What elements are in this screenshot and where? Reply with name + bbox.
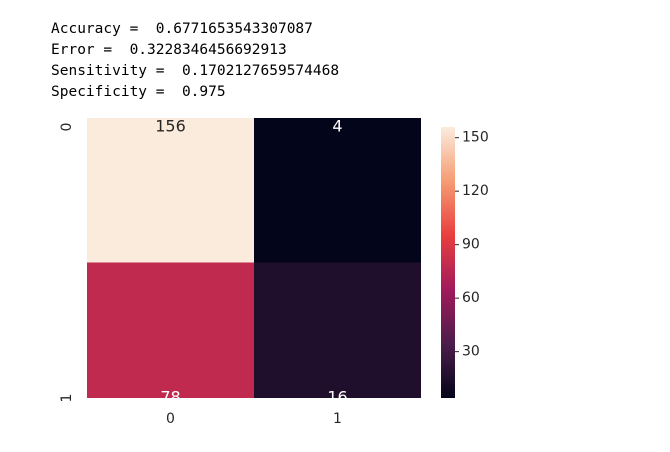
output-line: Sensitivity = 0.1702127659574468 — [51, 63, 340, 79]
x-tick-label: 0 — [166, 411, 175, 427]
heatmap-cell — [87, 118, 255, 263]
output-line: Specificity = 0.975 — [51, 84, 226, 100]
y-tick-label: 1 — [59, 394, 75, 403]
output-line: Error = 0.3228346456692913 — [51, 42, 287, 58]
cell-label: 16 — [327, 388, 347, 407]
colorbar — [441, 127, 455, 398]
text-output: Accuracy = 0.6771653543307087 Error = 0.3… — [51, 19, 339, 103]
y-tick-label: 0 — [59, 123, 75, 132]
cell-label: 156 — [155, 117, 186, 136]
colorbar-tick-label: 30 — [462, 344, 480, 360]
heatmap-cell — [87, 262, 255, 398]
cell-label: 4 — [332, 117, 342, 136]
heatmap-cells: 156 4 78 16 — [87, 117, 421, 407]
cell-label: 78 — [160, 388, 180, 407]
heatmap-cell — [254, 262, 421, 398]
heatmap-cell — [254, 118, 421, 263]
colorbar-tick-label: 90 — [462, 237, 480, 253]
colorbar-tick-label: 150 — [462, 130, 489, 146]
x-tick-label: 1 — [333, 411, 342, 427]
colorbar-tick-label: 120 — [462, 183, 489, 199]
colorbar-tick-label: 60 — [462, 290, 480, 306]
output-line: Accuracy = 0.6771653543307087 — [51, 21, 313, 37]
